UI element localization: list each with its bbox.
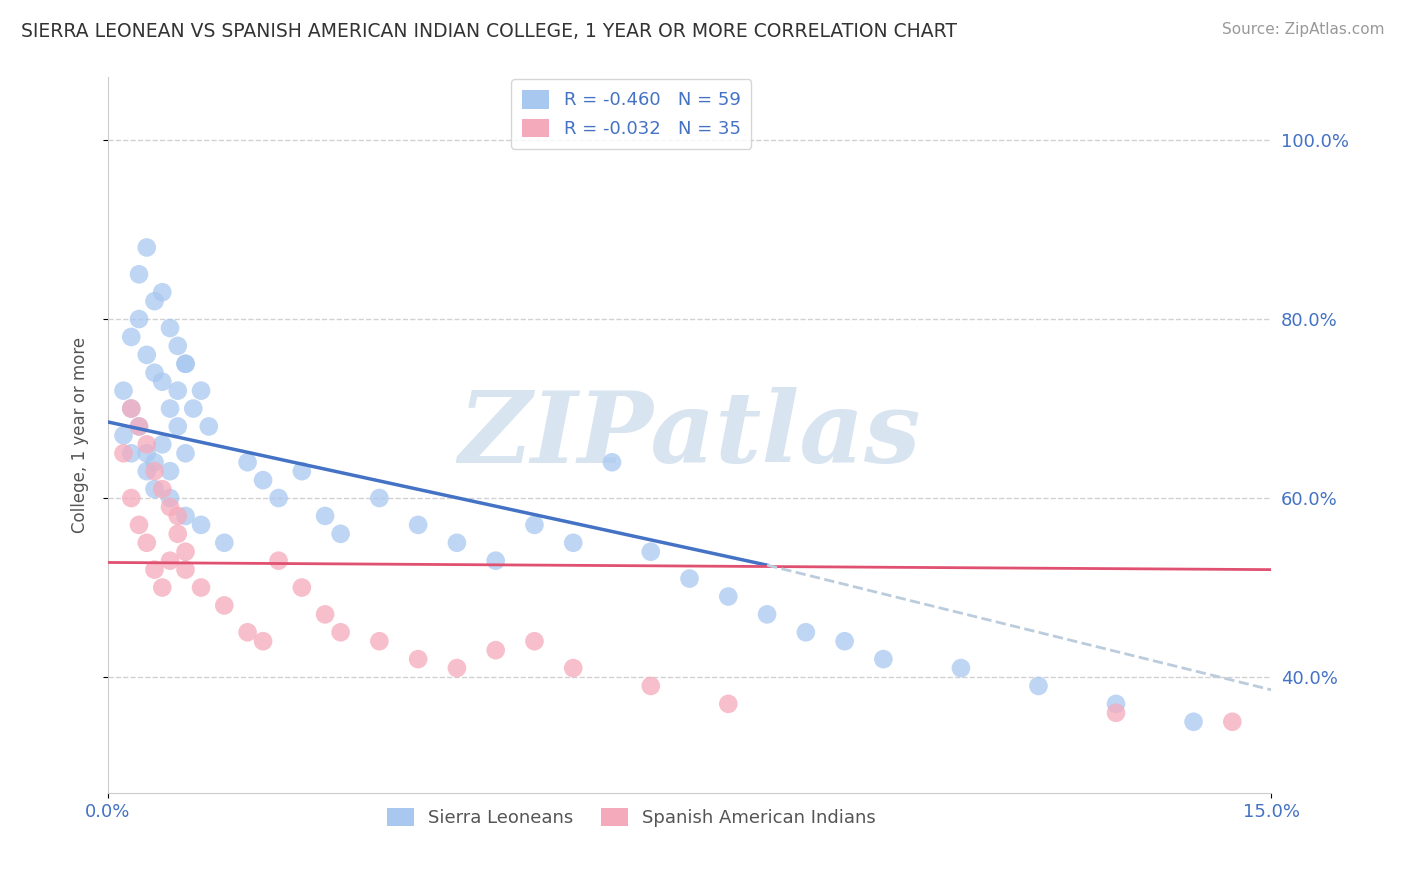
- Point: [128, 419, 150, 434]
- Text: Source: ZipAtlas.com: Source: ZipAtlas.com: [1222, 22, 1385, 37]
- Point: [174, 545, 197, 559]
- Point: [214, 599, 236, 613]
- Point: [190, 581, 212, 595]
- Point: [135, 240, 157, 254]
- Point: [678, 572, 700, 586]
- Point: [174, 508, 197, 523]
- Point: [159, 401, 181, 416]
- Point: [252, 473, 274, 487]
- Point: [174, 446, 197, 460]
- Point: [834, 634, 856, 648]
- Point: [523, 634, 546, 648]
- Point: [794, 625, 817, 640]
- Point: [190, 384, 212, 398]
- Point: [600, 455, 623, 469]
- Point: [267, 554, 290, 568]
- Point: [1105, 706, 1128, 720]
- Point: [150, 375, 173, 389]
- Point: [128, 419, 150, 434]
- Point: [406, 652, 429, 666]
- Point: [159, 464, 181, 478]
- Point: [143, 464, 166, 478]
- Point: [1182, 714, 1205, 729]
- Point: [135, 535, 157, 549]
- Point: [120, 491, 142, 505]
- Point: [291, 464, 314, 478]
- Point: [143, 294, 166, 309]
- Point: [236, 455, 259, 469]
- Point: [143, 366, 166, 380]
- Point: [181, 401, 204, 416]
- Point: [166, 339, 188, 353]
- Point: [198, 419, 221, 434]
- Point: [252, 634, 274, 648]
- Point: [314, 607, 336, 622]
- Point: [120, 330, 142, 344]
- Point: [159, 554, 181, 568]
- Point: [640, 679, 662, 693]
- Point: [1105, 697, 1128, 711]
- Point: [446, 535, 468, 549]
- Point: [174, 357, 197, 371]
- Point: [368, 634, 391, 648]
- Point: [329, 526, 352, 541]
- Point: [166, 419, 188, 434]
- Point: [1220, 714, 1243, 729]
- Point: [214, 535, 236, 549]
- Text: SIERRA LEONEAN VS SPANISH AMERICAN INDIAN COLLEGE, 1 YEAR OR MORE CORRELATION CH: SIERRA LEONEAN VS SPANISH AMERICAN INDIA…: [21, 22, 957, 41]
- Legend: Sierra Leoneans, Spanish American Indians: Sierra Leoneans, Spanish American Indian…: [380, 801, 883, 834]
- Point: [872, 652, 894, 666]
- Point: [562, 535, 585, 549]
- Point: [717, 590, 740, 604]
- Point: [120, 401, 142, 416]
- Point: [150, 482, 173, 496]
- Point: [150, 437, 173, 451]
- Point: [135, 437, 157, 451]
- Point: [446, 661, 468, 675]
- Point: [159, 491, 181, 505]
- Point: [120, 401, 142, 416]
- Point: [329, 625, 352, 640]
- Point: [190, 517, 212, 532]
- Point: [143, 482, 166, 496]
- Point: [485, 643, 508, 657]
- Point: [523, 517, 546, 532]
- Point: [135, 348, 157, 362]
- Point: [166, 384, 188, 398]
- Point: [112, 384, 135, 398]
- Point: [150, 581, 173, 595]
- Text: ZIPatlas: ZIPatlas: [458, 387, 921, 483]
- Point: [949, 661, 972, 675]
- Point: [135, 464, 157, 478]
- Point: [267, 491, 290, 505]
- Point: [128, 312, 150, 326]
- Point: [368, 491, 391, 505]
- Point: [150, 285, 173, 300]
- Point: [143, 563, 166, 577]
- Point: [135, 446, 157, 460]
- Point: [128, 517, 150, 532]
- Point: [562, 661, 585, 675]
- Point: [406, 517, 429, 532]
- Point: [291, 581, 314, 595]
- Point: [166, 526, 188, 541]
- Point: [159, 500, 181, 514]
- Point: [717, 697, 740, 711]
- Point: [128, 268, 150, 282]
- Point: [174, 357, 197, 371]
- Point: [236, 625, 259, 640]
- Point: [112, 428, 135, 442]
- Point: [314, 508, 336, 523]
- Point: [143, 455, 166, 469]
- Point: [174, 563, 197, 577]
- Point: [166, 508, 188, 523]
- Point: [120, 446, 142, 460]
- Point: [756, 607, 779, 622]
- Point: [485, 554, 508, 568]
- Y-axis label: College, 1 year or more: College, 1 year or more: [72, 337, 89, 533]
- Point: [159, 321, 181, 335]
- Point: [640, 545, 662, 559]
- Point: [112, 446, 135, 460]
- Point: [1028, 679, 1050, 693]
